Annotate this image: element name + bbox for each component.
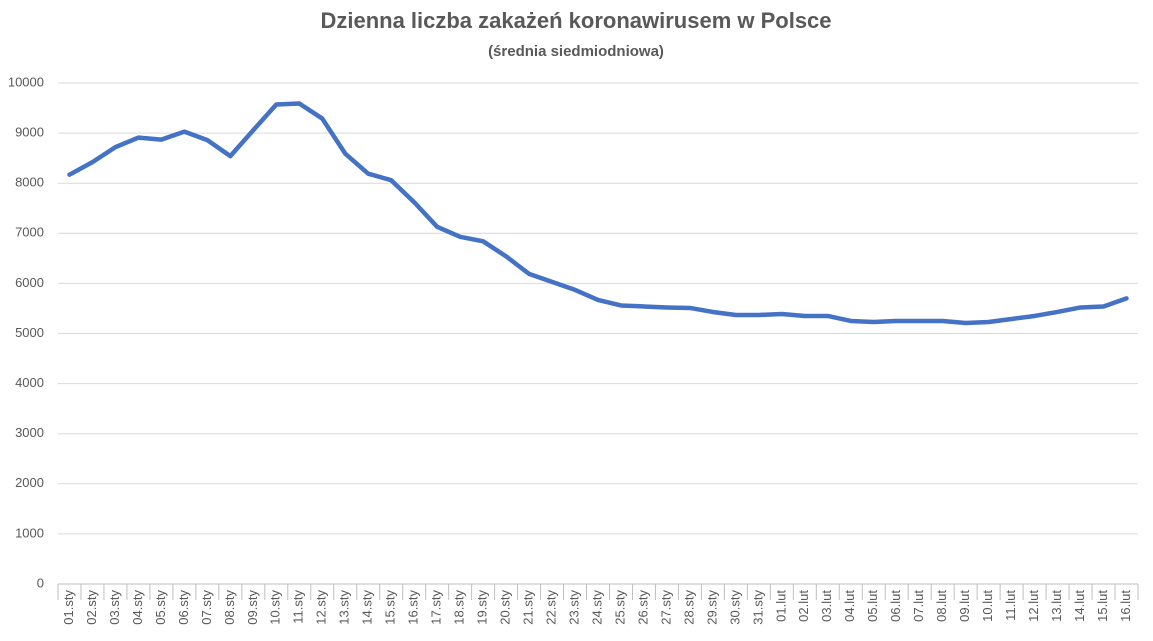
x-tick-label: 18.sty xyxy=(452,590,467,625)
x-tick-label: 03.lut xyxy=(819,590,834,622)
y-tick-label: 10000 xyxy=(8,74,44,89)
y-tick-label: 3000 xyxy=(15,425,44,440)
x-tick-label: 11.lut xyxy=(1003,590,1018,621)
y-tick-label: 4000 xyxy=(15,375,44,390)
x-tick-label: 30.sty xyxy=(727,590,742,625)
x-tick-label: 05.sty xyxy=(153,590,168,625)
y-tick-label: 0 xyxy=(37,575,44,590)
x-tick-label: 28.sty xyxy=(681,590,696,625)
data-line xyxy=(67,101,1129,326)
x-tick-label: 23.sty xyxy=(566,590,581,625)
x-tick-label: 12.lut xyxy=(1026,590,1041,622)
x-tick-label: 07.lut xyxy=(911,590,926,622)
x-tick-label: 24.sty xyxy=(589,590,604,625)
x-tick-label: 29.sty xyxy=(704,590,719,625)
x-tick-label: 31.sty xyxy=(750,590,765,625)
y-tick-label: 9000 xyxy=(15,125,44,140)
x-tick-label: 08.sty xyxy=(222,590,237,625)
x-tick-label: 26.sty xyxy=(635,590,650,625)
x-tick-label: 19.sty xyxy=(475,590,490,625)
x-tick-label: 04.sty xyxy=(130,590,145,625)
x-tick-label: 14.lut xyxy=(1072,590,1087,622)
x-tick-label: 06.sty xyxy=(176,590,191,625)
x-tick-label: 13.sty xyxy=(337,590,352,625)
x-tick-label: 04.lut xyxy=(842,590,857,622)
x-tick-label: 15.sty xyxy=(383,590,398,625)
x-tick-label: 09.lut xyxy=(957,590,972,622)
x-tick-label: 14.sty xyxy=(360,590,375,625)
chart-title: Dzienna liczba zakażeń koronawirusem w P… xyxy=(320,8,831,33)
x-tick-label: 13.lut xyxy=(1049,590,1064,622)
x-tick-label: 20.sty xyxy=(498,590,513,625)
x-tick-label: 01.sty xyxy=(61,590,76,625)
x-tick-label: 22.sty xyxy=(543,590,558,625)
x-tick-label: 11.sty xyxy=(291,590,306,624)
y-tick-label: 7000 xyxy=(15,225,44,240)
x-tick-label: 10.lut xyxy=(980,590,995,622)
x-tick-label: 03.sty xyxy=(107,590,122,625)
y-tick-label: 2000 xyxy=(15,475,44,490)
x-tick-label: 02.sty xyxy=(84,590,99,625)
x-tick-label: 01.lut xyxy=(773,590,788,622)
y-tick-label: 1000 xyxy=(15,525,44,540)
x-tick-label: 27.sty xyxy=(658,590,673,625)
y-tick-label: 8000 xyxy=(15,175,44,190)
x-tick-label: 05.lut xyxy=(865,590,880,622)
y-tick-label: 5000 xyxy=(15,325,44,340)
y-tick-label: 6000 xyxy=(15,275,44,290)
x-tick-label: 16.sty xyxy=(406,590,421,625)
x-tick-label: 17.sty xyxy=(429,590,444,625)
x-tick-label: 02.lut xyxy=(796,590,811,622)
x-tick-label: 07.sty xyxy=(199,590,214,625)
x-tick-label: 15.lut xyxy=(1095,590,1110,622)
x-tick-label: 12.sty xyxy=(314,590,329,625)
x-tick-label: 16.lut xyxy=(1118,590,1133,622)
x-tick-label: 06.lut xyxy=(888,590,903,622)
x-tick-label: 21.sty xyxy=(521,590,536,625)
x-tick-label: 25.sty xyxy=(612,590,627,625)
chart-subtitle: (średnia siedmiodniowa) xyxy=(488,43,664,60)
x-tick-label: 09.sty xyxy=(245,590,260,625)
x-tick-label: 10.sty xyxy=(268,590,283,625)
x-tick-label: 08.lut xyxy=(934,590,949,622)
